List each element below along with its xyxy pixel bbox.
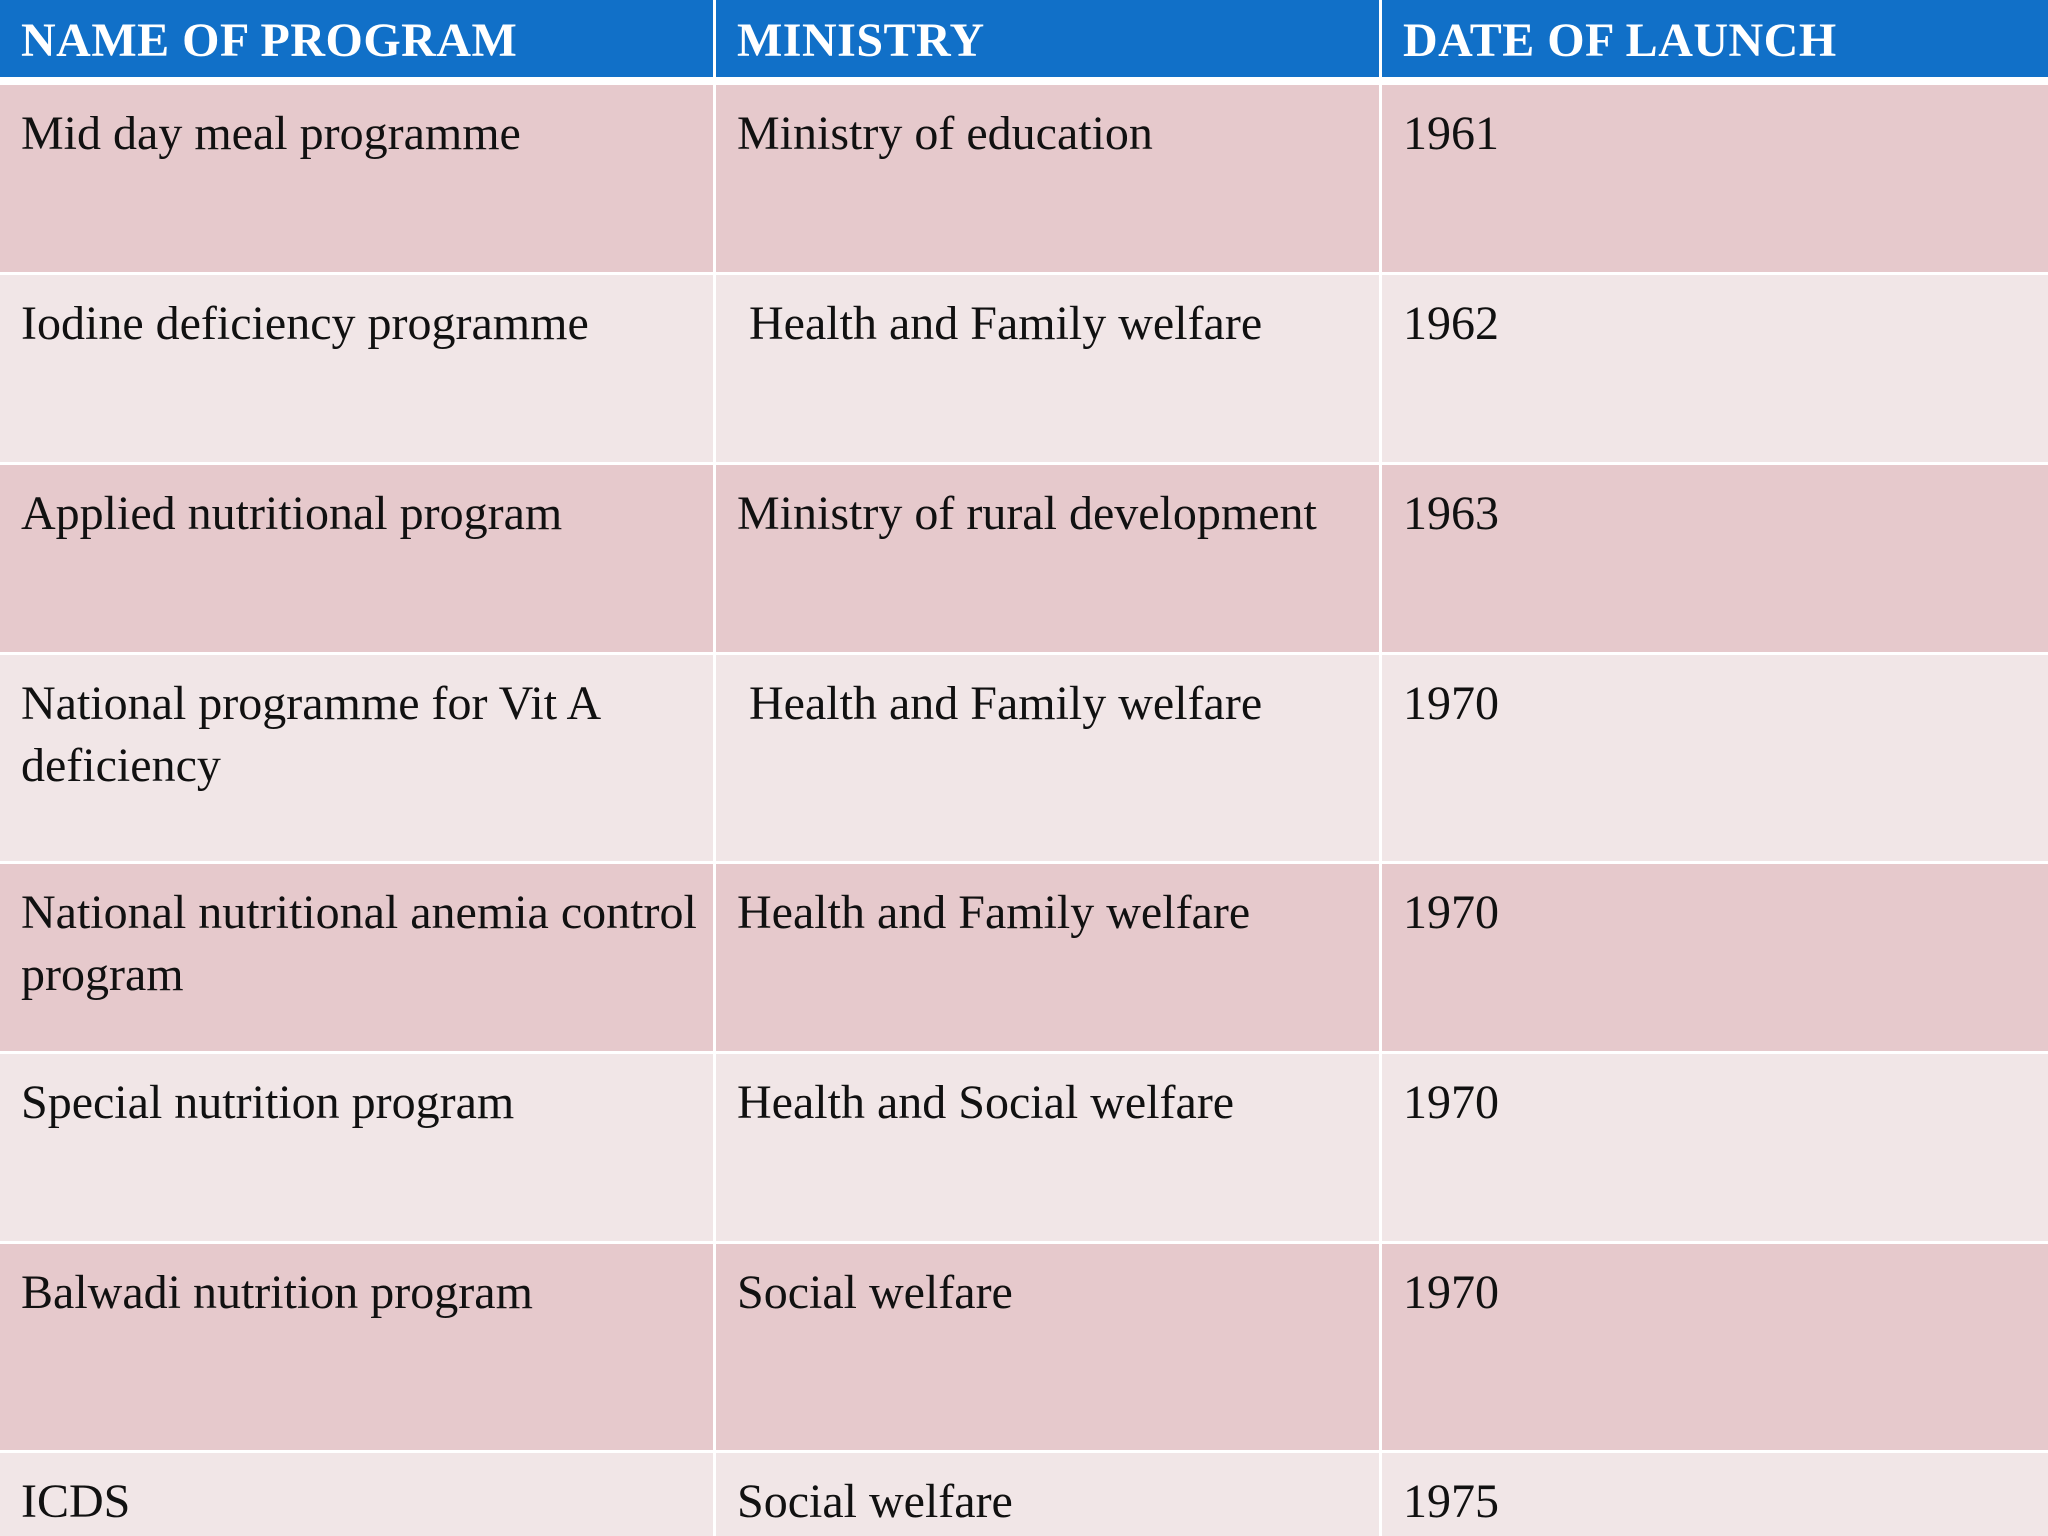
table-row: Applied nutritional program Ministry of … [0, 465, 2048, 655]
ministry-cell: Social welfare [716, 1244, 1382, 1450]
table-row: Balwadi nutrition program Social welfare… [0, 1244, 2048, 1453]
table-row: Iodine deficiency programme Health and F… [0, 275, 2048, 465]
program-cell: Iodine deficiency programme [0, 275, 716, 462]
table-header-row: NAME OF PROGRAM MINISTRY DATE OF LAUNCH [0, 0, 2048, 81]
date-cell: 1961 [1403, 107, 1499, 160]
date-cell: 1970 [1403, 1076, 1499, 1129]
ministry-cell: Social welfare [716, 1453, 1382, 1536]
header-date-of-launch: DATE OF LAUNCH [1403, 14, 1837, 67]
ministry-cell: Health and Family welfare [716, 275, 1382, 462]
program-cell: Special nutrition program [0, 1054, 716, 1241]
date-cell: 1962 [1403, 297, 1499, 350]
table-row: Special nutrition program Health and Soc… [0, 1054, 2048, 1244]
program-cell: Applied nutritional program [0, 465, 716, 652]
ministry-cell: Health and Social welfare [716, 1054, 1382, 1241]
ministry-cell: Health and Family welfare [716, 864, 1382, 1051]
table-row: National nutritional anemia control prog… [0, 864, 2048, 1054]
date-cell: 1970 [1403, 886, 1499, 939]
date-cell: 1970 [1403, 1266, 1499, 1319]
ministry-cell: Ministry of education [716, 85, 1382, 272]
date-cell: 1963 [1403, 487, 1499, 540]
table-row: National programme for Vit A deficiency … [0, 655, 2048, 864]
program-cell: National nutritional anemia control prog… [0, 864, 716, 1051]
header-name-of-program: NAME OF PROGRAM [0, 0, 716, 77]
table-row: Mid day meal programme Ministry of educa… [0, 85, 2048, 275]
date-cell: 1970 [1403, 677, 1499, 730]
program-cell: Balwadi nutrition program [0, 1244, 716, 1450]
header-ministry: MINISTRY [716, 0, 1382, 77]
program-cell: ICDS [0, 1453, 716, 1536]
program-cell: Mid day meal programme [0, 85, 716, 272]
table-row: ICDS Social welfare 1975 [0, 1453, 2048, 1536]
date-cell: 1975 [1403, 1475, 1499, 1528]
program-cell: National programme for Vit A deficiency [0, 655, 716, 861]
ministry-cell: Health and Family welfare [716, 655, 1382, 861]
ministry-cell: Ministry of rural development [716, 465, 1382, 652]
